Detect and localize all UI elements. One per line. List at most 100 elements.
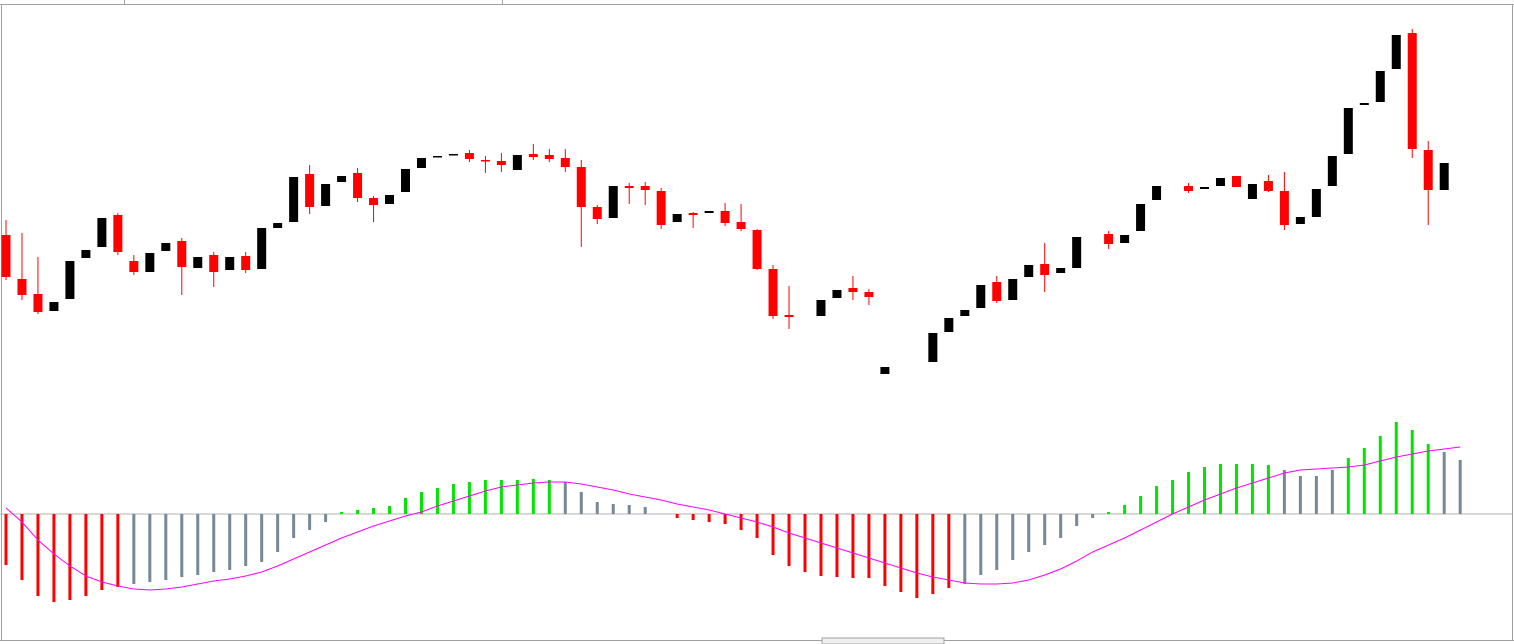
- histogram-bar: [1362, 448, 1366, 514]
- candle-body: [1056, 268, 1066, 273]
- histogram-bar: [1314, 476, 1318, 514]
- histogram-bar: [915, 514, 919, 598]
- histogram-bar: [739, 514, 743, 530]
- histogram-bar: [276, 514, 280, 552]
- histogram-bar: [611, 504, 615, 514]
- candle-body: [1008, 279, 1018, 300]
- histogram-bar: [835, 514, 839, 577]
- candle-body: [576, 167, 586, 207]
- candle-body: [560, 158, 570, 167]
- candle-body: [129, 261, 139, 272]
- histogram-bar: [228, 514, 232, 570]
- candle-body: [528, 154, 538, 157]
- candle-body: [1136, 204, 1146, 231]
- histogram-bar: [1234, 464, 1238, 514]
- histogram-bar: [803, 514, 807, 572]
- candle-body: [1279, 191, 1289, 225]
- candle-body: [1439, 163, 1449, 190]
- candle-body: [353, 173, 363, 198]
- histogram-bar: [1394, 422, 1398, 514]
- candle-body: [257, 228, 267, 269]
- candle-body: [592, 207, 602, 219]
- histogram-bar: [116, 514, 120, 587]
- candle-body: [1231, 176, 1241, 187]
- histogram-bar: [899, 514, 903, 592]
- histogram-bar: [771, 514, 775, 555]
- candle-body: [337, 176, 347, 182]
- candle-body: [464, 153, 474, 159]
- histogram-bar: [244, 514, 248, 566]
- candle-body: [305, 174, 315, 207]
- candle-body: [369, 198, 379, 205]
- histogram-bar: [675, 514, 679, 518]
- histogram-bar: [451, 484, 455, 514]
- candle-body: [1295, 217, 1305, 224]
- histogram-bar: [883, 514, 887, 586]
- histogram-bar: [196, 514, 200, 575]
- histogram-bar: [1043, 514, 1047, 545]
- candle-body: [65, 261, 75, 299]
- histogram-bar: [1155, 486, 1159, 514]
- scroll-tab[interactable]: [821, 637, 945, 644]
- histogram-bar: [1139, 496, 1143, 514]
- candle-body: [1343, 108, 1353, 154]
- histogram-bar: [595, 502, 599, 514]
- candle-body: [960, 310, 970, 316]
- candle-body: [1327, 156, 1337, 186]
- candle-body: [81, 250, 91, 258]
- histogram-bar: [1075, 514, 1079, 526]
- histogram-bar: [148, 514, 152, 582]
- histogram-bar: [723, 514, 727, 524]
- histogram-bar: [963, 514, 967, 584]
- candle-body: [704, 211, 714, 213]
- candle-body: [544, 155, 554, 159]
- candle-body: [976, 285, 986, 308]
- histogram-bar: [643, 507, 647, 514]
- candle-body: [512, 155, 522, 170]
- histogram-bar: [404, 498, 407, 514]
- candle-body: [1024, 265, 1034, 277]
- histogram-bar: [707, 514, 711, 522]
- histogram-bar: [787, 514, 791, 566]
- histogram-bar: [867, 514, 871, 578]
- candle-body: [321, 184, 331, 206]
- candle-body: [113, 215, 123, 252]
- histogram-bar: [515, 480, 519, 514]
- candle-body: [1311, 189, 1321, 217]
- histogram-bar: [691, 514, 695, 520]
- histogram-bar: [132, 514, 136, 584]
- histogram-bar: [1346, 458, 1350, 514]
- candle-body: [1391, 35, 1401, 69]
- candle-body: [496, 161, 506, 165]
- candle-body: [225, 257, 235, 270]
- candle-body: [816, 300, 826, 316]
- histogram-bar: [1059, 514, 1063, 538]
- candle-body: [928, 333, 938, 362]
- histogram-bar: [579, 492, 583, 514]
- candle-body: [1152, 186, 1162, 200]
- histogram-bar: [467, 482, 471, 514]
- histogram-bar: [947, 514, 951, 588]
- candle-body: [209, 255, 219, 272]
- histogram-bar: [1298, 476, 1302, 514]
- histogram-bar: [419, 492, 423, 514]
- histogram-bar: [563, 482, 567, 514]
- histogram-bar: [372, 508, 376, 514]
- histogram-bar: [931, 514, 935, 594]
- histogram-bar: [755, 514, 759, 538]
- histogram-bar: [995, 514, 999, 570]
- candle-body: [97, 218, 107, 247]
- histogram-bar: [1187, 472, 1191, 514]
- candle-body: [720, 211, 730, 223]
- candle-body: [385, 195, 395, 204]
- candle-body: [480, 160, 490, 162]
- histogram-bar: [340, 512, 344, 514]
- histogram-bar: [1011, 514, 1015, 560]
- candle-body: [1072, 237, 1082, 268]
- histogram-bar: [1027, 514, 1031, 552]
- candle-body: [1184, 186, 1194, 191]
- histogram-bar: [1123, 505, 1127, 514]
- histogram-bar: [1203, 467, 1206, 514]
